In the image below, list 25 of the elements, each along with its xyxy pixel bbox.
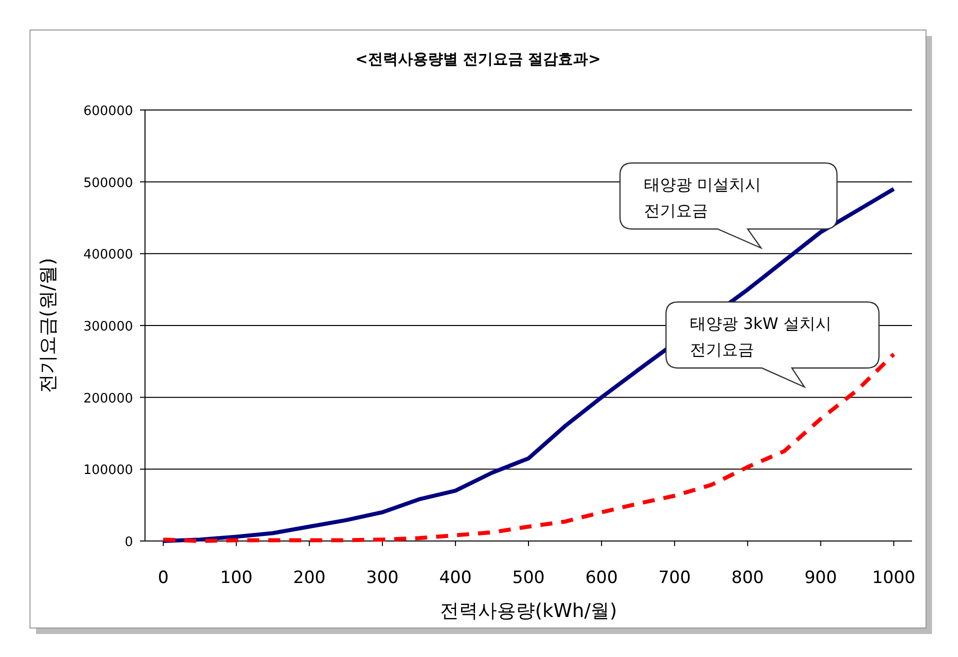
- y-tick-label: 100000: [83, 463, 133, 478]
- x-tick-label: 300: [366, 568, 399, 588]
- x-tick-label: 500: [512, 568, 545, 588]
- y-tick-label: 0: [124, 535, 133, 550]
- y-tick-label: 600000: [83, 104, 133, 119]
- x-axis-title: 전력사용량(kWh/월): [440, 600, 618, 622]
- y-tick-label: 200000: [83, 391, 133, 406]
- x-tick-label: 1000: [872, 568, 916, 588]
- x-tick-label: 900: [804, 568, 837, 588]
- y-tick-label: 400000: [83, 248, 133, 263]
- x-tick-label: 800: [731, 568, 764, 588]
- x-tick-label: 600: [585, 568, 618, 588]
- chart-title: <전력사용량별 전기요금 절감효과>: [355, 50, 601, 68]
- x-tick-label: 700: [658, 568, 691, 588]
- callout: 태양광 3kW 설치시 전기요금: [665, 301, 880, 388]
- y-tick-label: 500000: [83, 176, 133, 191]
- x-tick-label: 400: [439, 568, 472, 588]
- annotation: 태양광 3kW 설치시 전기요금: [690, 314, 832, 359]
- x-tick-label: 0: [158, 568, 169, 588]
- x-tick-label: 200: [293, 568, 326, 588]
- x-tick-label: 100: [220, 568, 253, 588]
- y-axis-title: 전기요금(원/월): [37, 258, 59, 394]
- callout: 태양광 미설치시 전기요금: [619, 162, 838, 249]
- annotation: 태양광 미설치시 전기요금: [644, 175, 762, 220]
- y-tick-label: 300000: [83, 320, 133, 334]
